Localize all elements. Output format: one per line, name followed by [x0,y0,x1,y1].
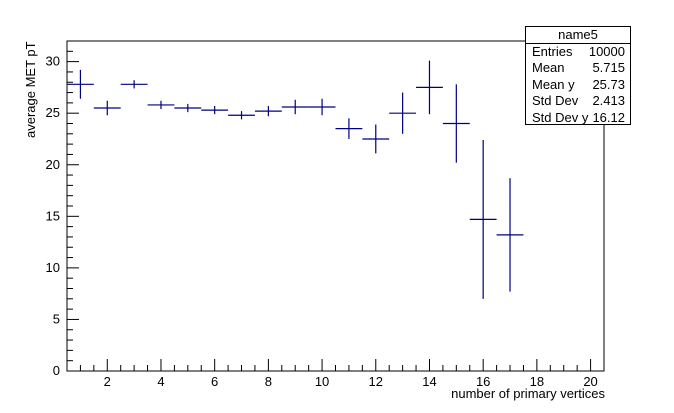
x-tick-label: 12 [369,374,383,389]
x-axis-label: number of primary vertices [451,386,605,401]
y-tick-label: 15 [46,208,60,223]
y-tick-label: 0 [53,363,60,378]
x-tick-label: 18 [530,374,544,389]
stats-value: 2.413 [592,93,625,109]
stats-row-std-dev-y: Std Dev y 16.12 [526,110,630,126]
data-point [67,69,94,99]
data-points [67,60,524,299]
data-point [228,111,255,120]
y-tick-label: 30 [46,54,60,69]
stats-label: Std Dev [532,93,579,109]
x-tick-label: 20 [583,374,597,389]
x-tick-label: 2 [104,374,111,389]
data-point [120,80,148,89]
data-point [147,100,175,110]
stats-row-std-dev: Std Dev 2.413 [526,93,630,109]
stats-title: name5 [526,27,630,44]
data-point [308,98,336,116]
data-point [416,60,443,115]
stats-label: Std Dev y [532,109,589,125]
stats-value: 25.73 [592,76,625,92]
stats-label: Mean y [532,76,575,92]
stats-value: 16.12 [592,109,625,125]
stats-label: Entries [532,44,573,59]
data-point [335,118,363,139]
y-axis-label: average MET pT [23,41,38,138]
x-tick-label: 8 [265,374,272,389]
stats-row-entries: Entries 10000 [526,44,630,60]
data-point [201,105,229,115]
x-tick-label: 14 [422,374,436,389]
stats-value: 10000 [588,44,625,59]
data-point [254,105,282,117]
stats-row-mean-y: Mean y 25.73 [526,77,630,93]
y-tick-label: 10 [46,260,60,275]
data-point [281,99,309,115]
y-tick-label: 25 [46,105,60,120]
x-tick-label: 6 [211,374,218,389]
data-point [496,178,524,292]
x-tick-label: 10 [315,374,329,389]
axis-ticks: 0 5 10 15 20 25 30 2 4 6 8 10 12 14 16 18 20 [46,40,605,389]
y-tick-label: 5 [53,311,60,326]
plot-frame [66,40,605,372]
stats-box: name5 Entries 10000 Mean 5.715 Mean y 25… [525,26,631,125]
stats-row-mean: Mean 5.715 [526,60,630,76]
x-tick-label: 4 [157,374,164,389]
data-point [362,124,390,154]
stats-label: Mean [532,60,565,76]
data-point [389,92,417,134]
data-point [469,140,497,299]
stats-value: 5.715 [592,60,625,76]
data-point [174,103,202,113]
data-point [442,84,470,163]
y-tick-label: 20 [46,157,60,172]
data-point [93,100,121,116]
x-tick-label: 16 [476,374,490,389]
